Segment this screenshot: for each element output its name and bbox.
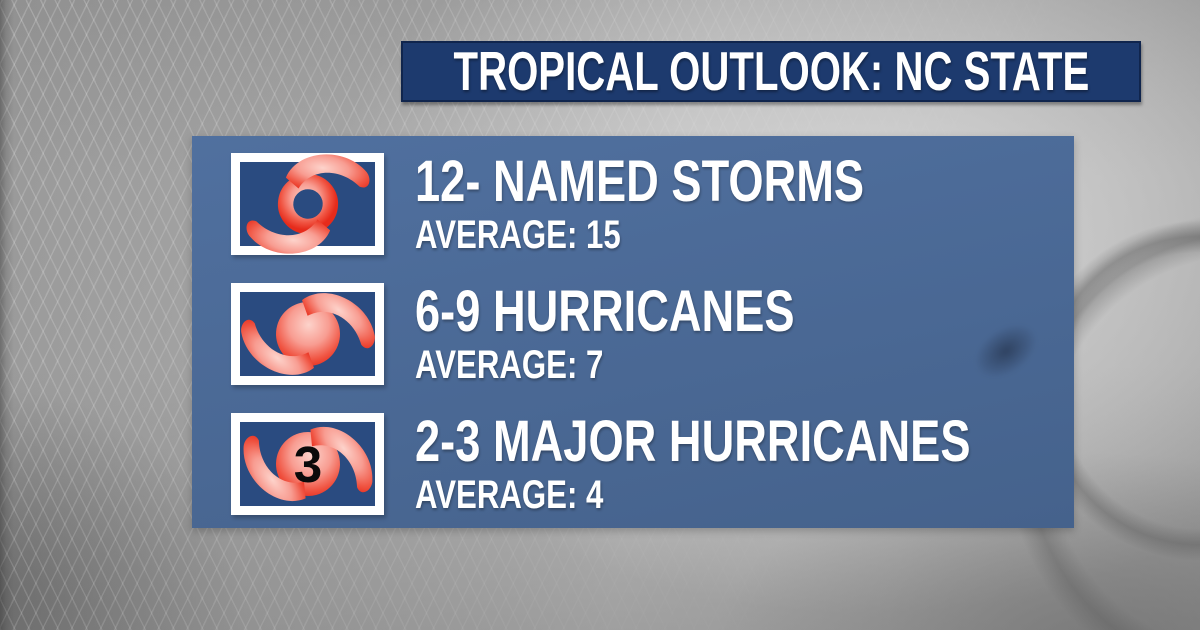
svg-text:3: 3	[293, 436, 321, 493]
outlook-panel: 12- NAMED STORMS AVERAGE: 15 6-9 HURRICAN…	[192, 136, 1074, 528]
tropical-storm-icon	[246, 154, 369, 254]
page-title: TROPICAL OUTLOOK: NC STATE	[453, 40, 1089, 102]
outlook-row: 6-9 HURRICANES AVERAGE: 7	[231, 283, 1074, 385]
hurricane-icon	[240, 293, 375, 375]
row-label: 12- NAMED STORMS	[415, 149, 865, 214]
row-sublabel: AVERAGE: 4	[415, 473, 604, 517]
row-text: 6-9 HURRICANES AVERAGE: 7	[415, 279, 902, 387]
header-bar: TROPICAL OUTLOOK: NC STATE	[401, 41, 1141, 102]
outlook-row: 12- NAMED STORMS AVERAGE: 15	[231, 153, 1074, 255]
outlook-row: 3 2-3 MAJOR HURRICANES AVERAGE: 4	[231, 413, 1074, 515]
row-sublabel: AVERAGE: 7	[415, 343, 604, 387]
row-text: 12- NAMED STORMS AVERAGE: 15	[415, 149, 991, 257]
storm-icon-box	[231, 153, 384, 255]
row-sublabel: AVERAGE: 15	[415, 213, 621, 257]
row-label: 2-3 MAJOR HURRICANES	[415, 409, 971, 474]
storm-icon-box	[231, 283, 384, 385]
storm-icon-box: 3	[231, 413, 384, 515]
row-text: 2-3 MAJOR HURRICANES AVERAGE: 4	[415, 409, 1127, 517]
major-hurricane-icon: 3	[243, 427, 372, 501]
row-label: 6-9 HURRICANES	[415, 279, 795, 344]
